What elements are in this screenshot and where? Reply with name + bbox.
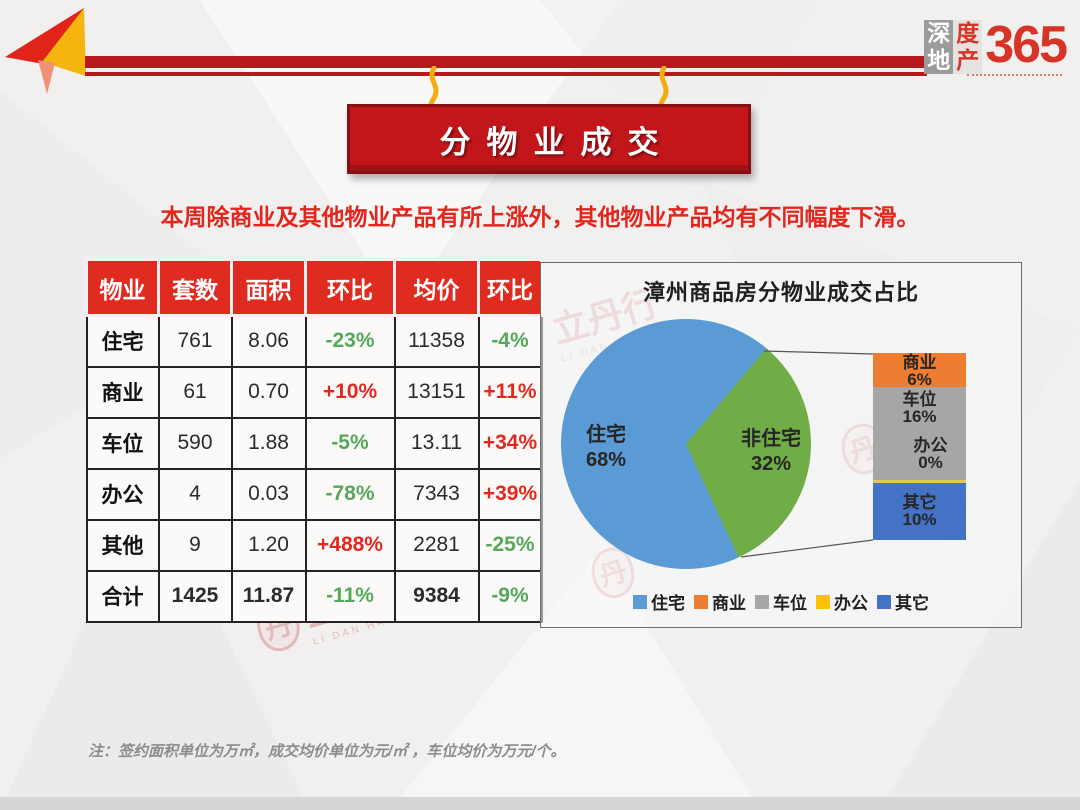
cell-avgprice: 13.11 (393, 416, 480, 470)
footnote: 注：签约面积单位为万㎡，成交均价单位为元/㎡ ，车位均价为万元/个。 (88, 743, 566, 760)
logo-365: 365 (985, 16, 1068, 74)
cell-avgprice: 7343 (393, 467, 480, 521)
bar-label-shangye: 商业 6% (902, 353, 937, 389)
col-header-avgprice: 均价 (393, 258, 480, 317)
cell-units: 761 (157, 314, 233, 368)
cell-property: 车位 (85, 416, 160, 470)
cell-property: 商业 (85, 365, 160, 419)
cell-avgprice: 13151 (393, 365, 480, 419)
cell-area: 1.20 (230, 518, 307, 572)
legend-item: 办公 (816, 589, 868, 614)
cell-avgprice: 9384 (393, 569, 480, 623)
cell-mom1: -78% (304, 467, 396, 521)
cell-property: 其他 (85, 518, 160, 572)
col-header-mom2: 环比 (477, 258, 543, 317)
table-header-row: 物业 套数 面积 环比 均价 环比 (85, 258, 543, 317)
bar-segment-shangye: 商业 6% (873, 353, 966, 389)
pie-chart (561, 319, 811, 569)
header-rule-thick (85, 56, 927, 68)
pie-chart-panel: 漳州商品房分物业成交占比 住宅 68% 非住宅 32% 商业 6% 车位 16%… (540, 262, 1022, 628)
cell-area: 1.88 (230, 416, 307, 470)
cell-mom2: -4% (477, 314, 543, 368)
legend-swatch-chewei (755, 594, 769, 609)
legend-swatch-shangye (694, 594, 708, 609)
col-header-property: 物业 (85, 258, 160, 317)
cell-units: 4 (157, 467, 233, 521)
cell-mom2: +34% (477, 416, 543, 470)
table-row: 其他 9 1.20 +488% 2281 -25% (85, 518, 543, 572)
table-total-row: 合计 1425 11.87 -11% 9384 -9% (85, 569, 543, 623)
cell-mom2: -25% (477, 518, 543, 572)
property-transaction-table: 物业 套数 面积 环比 均价 环比 住宅 761 8.06 -23% 11358… (85, 258, 543, 623)
section-banner: 分物业成交 (347, 104, 751, 174)
legend-swatch-qita (877, 594, 891, 609)
table-row: 车位 590 1.88 -5% 13.11 +34% (85, 416, 543, 470)
bar-segment-qita: 其它 10% (873, 483, 966, 540)
cell-area: 11.87 (230, 569, 307, 623)
col-header-area: 面积 (230, 258, 307, 317)
bar-label-chewei: 车位 16% (902, 390, 937, 426)
cell-property: 合计 (85, 569, 160, 623)
section-title: 分物业成交 (439, 124, 675, 160)
paper-plane-icon (5, 8, 86, 94)
bar-label-bangong: 办公 0% (913, 436, 948, 472)
bottom-strip (0, 797, 1080, 810)
bar-label-qita: 其它 10% (902, 493, 937, 529)
chart-title: 漳州商品房分物业成交占比 (642, 280, 919, 305)
shendu-dichan-365-logo: 深 度 地 产 365 (924, 16, 1068, 74)
pie-label-nonresidential: 非住宅 32% (741, 428, 801, 475)
cell-mom2: -9% (477, 569, 543, 623)
cell-area: 8.06 (230, 314, 307, 368)
cell-units: 1425 (157, 569, 233, 623)
logo-characters: 深 度 地 产 (924, 20, 983, 74)
legend-swatch-bangong (816, 594, 830, 609)
cell-mom1: +488% (304, 518, 396, 572)
chart-legend: 住宅 商业 车位 办公 其它 (541, 589, 1021, 614)
legend-swatch-zhuzhai (633, 594, 647, 609)
cell-mom1: -5% (304, 416, 396, 470)
cell-avgprice: 11358 (393, 314, 480, 368)
cell-units: 590 (157, 416, 233, 470)
header-rule-thin (85, 72, 927, 76)
table-row: 办公 4 0.03 -78% 7343 +39% (85, 467, 543, 521)
bar-segment-bangong (873, 480, 966, 483)
cell-mom2: +11% (477, 365, 543, 419)
cell-units: 61 (157, 365, 233, 419)
legend-item: 其它 (877, 589, 929, 614)
cell-property: 办公 (85, 467, 160, 521)
cell-property: 住宅 (85, 314, 160, 368)
logo-tagline-dots (967, 74, 1062, 76)
col-header-units: 套数 (157, 258, 233, 317)
cell-area: 0.70 (230, 365, 307, 419)
breakdown-stacked-bar: 商业 6% 车位 16% 办公 0% 其它 10% (873, 353, 966, 540)
bar-segment-chewei: 车位 16% 办公 0% (873, 387, 966, 480)
summary-text: 本周除商业及其他物业产品有所上涨外，其他物业产品均有不同幅度下滑。 (160, 204, 920, 230)
cell-mom1: -11% (304, 569, 396, 623)
cell-area: 0.03 (230, 467, 307, 521)
legend-item: 住宅 (633, 589, 685, 614)
table-row: 住宅 761 8.06 -23% 11358 -4% (85, 314, 543, 368)
col-header-mom1: 环比 (304, 258, 396, 317)
cell-mom2: +39% (477, 467, 543, 521)
legend-item: 商业 (694, 589, 746, 614)
pie-label-residential: 住宅 68% (585, 424, 627, 471)
breakout-connector-lines (740, 350, 874, 558)
cell-avgprice: 2281 (393, 518, 480, 572)
table-row: 商业 61 0.70 +10% 13151 +11% (85, 365, 543, 419)
cell-units: 9 (157, 518, 233, 572)
legend-item: 车位 (755, 589, 807, 614)
cell-mom1: +10% (304, 365, 396, 419)
cell-mom1: -23% (304, 314, 396, 368)
